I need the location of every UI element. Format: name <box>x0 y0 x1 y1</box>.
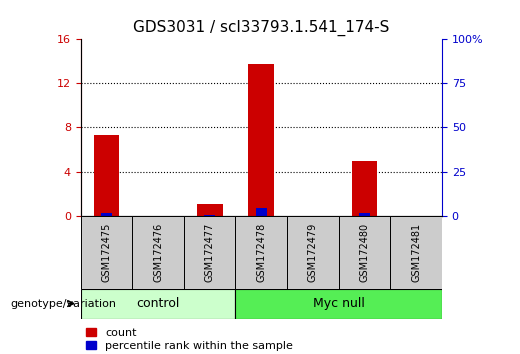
FancyBboxPatch shape <box>81 216 132 289</box>
FancyBboxPatch shape <box>132 216 184 289</box>
Text: GSM172479: GSM172479 <box>308 223 318 282</box>
Bar <box>352 161 378 216</box>
Legend: count, percentile rank within the sample: count, percentile rank within the sample <box>86 328 293 351</box>
Bar <box>249 64 274 216</box>
Text: GSM172476: GSM172476 <box>153 223 163 282</box>
FancyBboxPatch shape <box>287 216 339 289</box>
FancyBboxPatch shape <box>236 216 287 289</box>
FancyBboxPatch shape <box>184 216 236 289</box>
Bar <box>204 215 215 216</box>
Bar <box>256 208 267 216</box>
Text: GSM172477: GSM172477 <box>205 223 215 282</box>
Bar <box>101 213 112 216</box>
Bar <box>359 213 370 216</box>
Text: genotype/variation: genotype/variation <box>10 298 116 309</box>
Text: GSM172481: GSM172481 <box>411 223 421 282</box>
Bar <box>197 204 223 216</box>
Bar <box>94 135 119 216</box>
FancyBboxPatch shape <box>81 289 236 319</box>
FancyBboxPatch shape <box>236 289 442 319</box>
Title: GDS3031 / scl33793.1.541_174-S: GDS3031 / scl33793.1.541_174-S <box>133 20 389 36</box>
FancyBboxPatch shape <box>339 216 391 289</box>
Text: Myc null: Myc null <box>313 297 365 310</box>
Text: GSM172475: GSM172475 <box>101 223 111 282</box>
Text: GSM172480: GSM172480 <box>359 223 370 282</box>
FancyBboxPatch shape <box>391 216 442 289</box>
Text: GSM172478: GSM172478 <box>256 223 266 282</box>
Text: control: control <box>136 297 180 310</box>
